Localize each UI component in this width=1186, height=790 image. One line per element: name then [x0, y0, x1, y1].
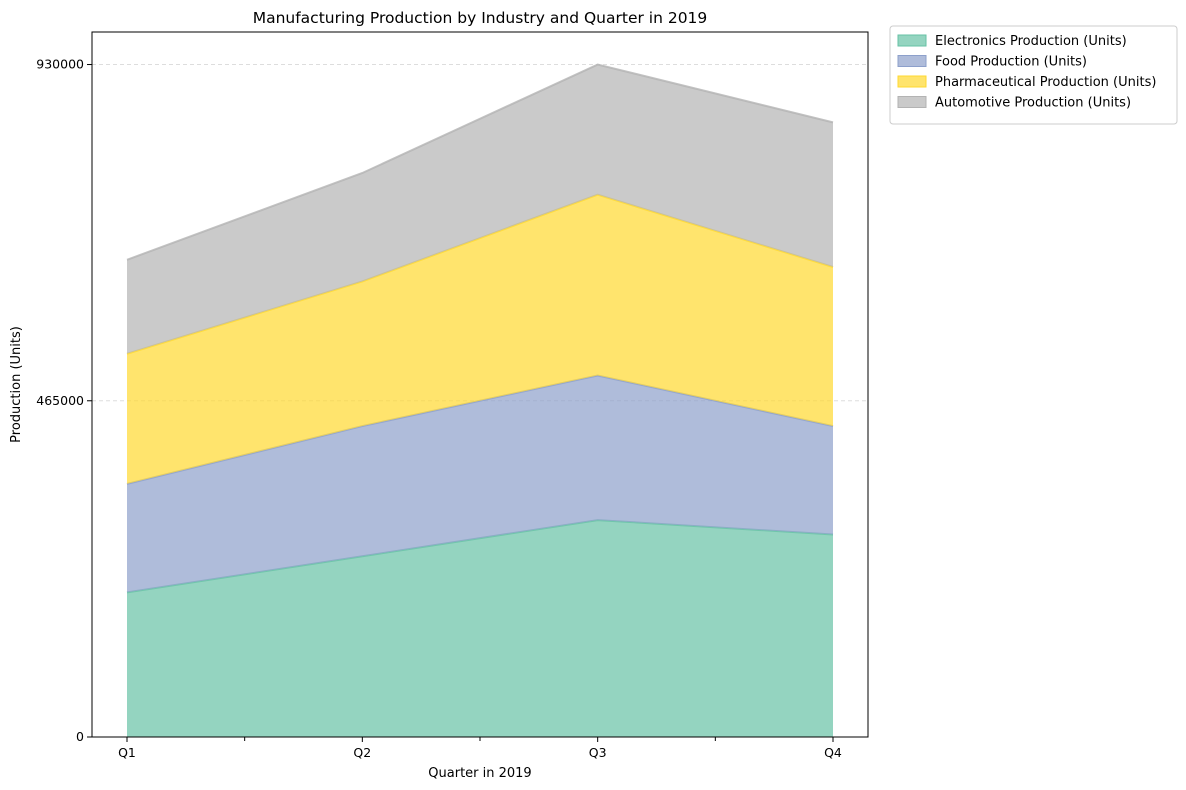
- legend-swatch: [897, 34, 927, 47]
- y-tick-label: 465000: [36, 393, 84, 408]
- legend-label: Electronics Production (Units): [935, 34, 1127, 49]
- area-edge-series-4: [126, 63, 834, 261]
- legend-box: [889, 25, 1178, 125]
- legend: Electronics Production (Units) Food Produ…: [889, 25, 1178, 125]
- x-tick-label: Q4: [824, 745, 842, 760]
- legend-label: Automotive Production (Units): [935, 96, 1131, 111]
- area-series-1: [127, 520, 833, 737]
- legend-swatch: [897, 55, 927, 67]
- legend-label: Pharmaceutical Production (Units): [935, 75, 1156, 90]
- area-series-4: [127, 64, 833, 354]
- legend-label: Food Production (Units): [935, 55, 1087, 70]
- area-series-3: [127, 194, 833, 484]
- legend-swatch: [897, 75, 927, 88]
- x-axis: Q1 Q2 Q3 Q4: [118, 737, 842, 760]
- x-tick-label: Q2: [353, 745, 371, 760]
- y-tick-label: 0: [76, 729, 84, 744]
- x-axis-label: Quarter in 2019: [428, 766, 531, 781]
- x-tick-label: Q1: [118, 745, 136, 760]
- y-tick-label: 930000: [36, 57, 84, 72]
- y-axis-label: Production (Units): [9, 326, 24, 443]
- chart-title: Manufacturing Production by Industry and…: [253, 9, 708, 27]
- area-layer: [126, 63, 834, 737]
- x-tick-label: Q3: [589, 745, 607, 760]
- area-series-2: [127, 375, 833, 593]
- y-axis: 0 465000 930000: [36, 57, 92, 744]
- legend-swatch: [897, 96, 927, 108]
